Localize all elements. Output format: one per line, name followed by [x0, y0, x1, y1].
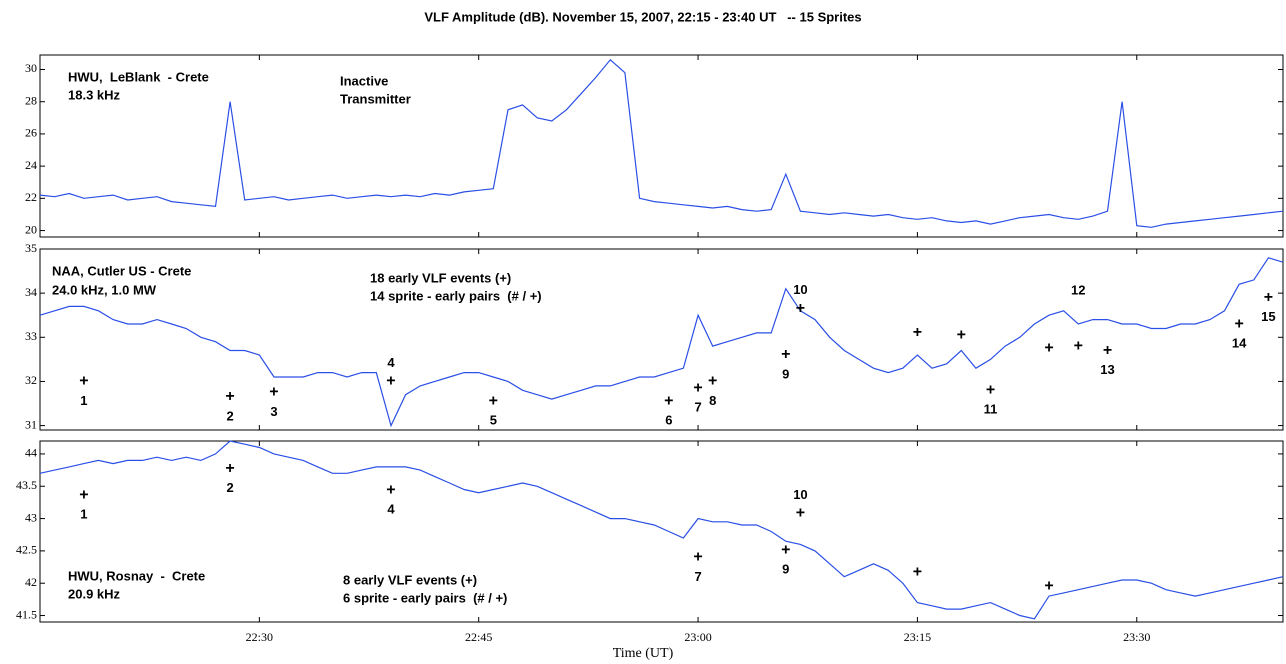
event-marker: +: [693, 379, 702, 396]
panel-frame: [39, 248, 1284, 431]
event-marker: +: [386, 481, 395, 498]
annotation: 18.3 kHz: [68, 87, 121, 102]
event-label: 11: [984, 402, 998, 417]
event-marker: +: [1103, 342, 1112, 359]
event-label: 8: [709, 393, 716, 408]
panel-frame: [39, 54, 1284, 238]
event-label: 4: [387, 502, 395, 517]
y-tick-label: 28: [25, 93, 37, 107]
x-axis-label: Time (UT): [613, 646, 674, 661]
event-marker: +: [1044, 578, 1053, 595]
event-label: 10: [793, 487, 807, 502]
annotation: 18 early VLF events (+): [370, 270, 511, 285]
panel-frame: [39, 440, 1284, 623]
signal-line: [39, 440, 1284, 620]
event-marker: +: [269, 384, 278, 401]
event-label: 9: [782, 562, 789, 577]
x-tick-label: 23:30: [1123, 630, 1150, 644]
event-marker: +: [79, 373, 88, 390]
x-tick-label: 23:00: [684, 630, 711, 644]
y-tick-label: 20: [25, 222, 37, 236]
event-label: 1: [80, 393, 87, 408]
y-tick-label: 41.5: [16, 607, 37, 621]
event-label: 9: [782, 366, 789, 381]
signal-line: [39, 257, 1284, 428]
annotation: 8 early VLF events (+): [343, 572, 477, 587]
event-marker: +: [79, 487, 88, 504]
event-marker: +: [957, 326, 966, 343]
event-marker: +: [1074, 337, 1083, 354]
event-label: 6: [665, 413, 672, 428]
y-tick-label: 26: [25, 126, 37, 140]
annotation: HWU, LeBlank - Crete: [68, 69, 209, 84]
event-marker: +: [796, 505, 805, 522]
x-tick-label: 23:15: [904, 630, 931, 644]
y-tick-label: 42.5: [16, 543, 37, 557]
event-label: 14: [1232, 335, 1247, 350]
y-tick-label: 35: [25, 241, 37, 255]
annotation: NAA, Cutler US - Crete: [52, 263, 191, 278]
annotation: Inactive: [340, 73, 388, 88]
event-label: 7: [694, 399, 701, 414]
event-marker: +: [781, 541, 790, 558]
event-marker: +: [489, 393, 498, 410]
event-marker: +: [225, 460, 234, 477]
event-label: 12: [1071, 283, 1085, 298]
y-tick-label: 24: [25, 158, 37, 172]
annotation: HWU, Rosnay - Crete: [68, 568, 205, 583]
y-tick-label: 22: [25, 190, 37, 204]
annotation: 14 sprite - early pairs (# / +): [370, 288, 542, 303]
event-marker: +: [913, 324, 922, 341]
event-marker: +: [796, 300, 805, 317]
event-marker: +: [693, 549, 702, 566]
annotation: 20.9 kHz: [68, 586, 121, 601]
y-tick-label: 43: [25, 510, 37, 524]
event-marker: +: [986, 381, 995, 398]
event-marker: +: [664, 393, 673, 410]
event-marker: +: [708, 373, 717, 390]
y-tick-label: 34: [25, 285, 37, 299]
y-tick-label: 30: [25, 61, 37, 75]
event-marker: +: [913, 563, 922, 580]
y-tick-label: 43.5: [16, 478, 37, 492]
event-label: 3: [270, 404, 277, 419]
event-label: 2: [226, 408, 233, 423]
chart-title: VLF Amplitude (dB). November 15, 2007, 2…: [424, 9, 861, 24]
annotation: 6 sprite - early pairs (# / +): [343, 590, 507, 605]
y-tick-label: 32: [25, 373, 37, 387]
event-label: 4: [387, 355, 395, 370]
event-label: 10: [793, 282, 807, 297]
event-label: 2: [226, 480, 233, 495]
event-label: 7: [694, 569, 701, 584]
annotation: 24.0 kHz, 1.0 MW: [52, 282, 157, 297]
event-marker: +: [781, 346, 790, 363]
event-marker: +: [225, 388, 234, 405]
y-tick-label: 33: [25, 329, 37, 343]
x-tick-label: 22:45: [465, 630, 492, 644]
y-tick-label: 31: [25, 417, 37, 431]
y-tick-label: 44: [25, 446, 37, 460]
event-marker: +: [386, 373, 395, 390]
event-marker: +: [1264, 289, 1273, 306]
event-label: 15: [1261, 309, 1275, 324]
event-label: 1: [80, 507, 87, 522]
event-marker: +: [1234, 315, 1243, 332]
signal-line: [39, 58, 1284, 228]
event-label: 5: [490, 413, 497, 428]
y-tick-label: 42: [25, 575, 37, 589]
event-marker: +: [1044, 340, 1053, 357]
annotation: Transmitter: [340, 91, 411, 106]
x-tick-label: 22:30: [246, 630, 273, 644]
event-label: 13: [1100, 362, 1114, 377]
